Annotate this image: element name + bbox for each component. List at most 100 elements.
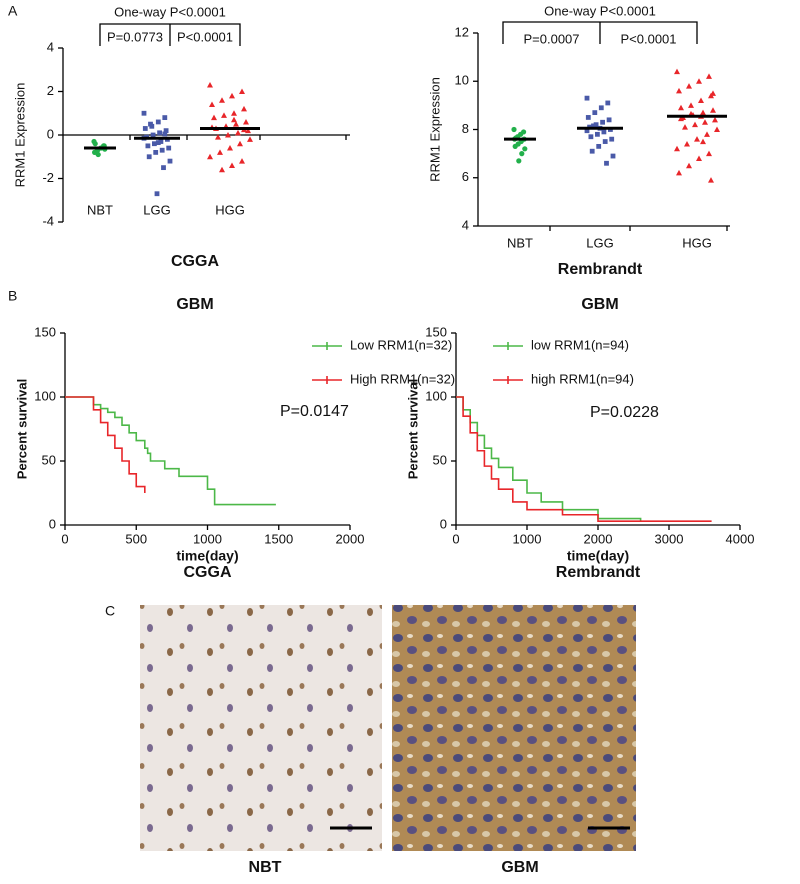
point	[162, 115, 168, 120]
point	[239, 88, 245, 94]
point	[604, 160, 609, 166]
point	[708, 177, 714, 183]
point	[519, 151, 525, 157]
point	[209, 101, 215, 108]
legend-swatch	[493, 342, 523, 350]
legend-swatch	[312, 376, 342, 384]
point	[700, 109, 706, 116]
point	[227, 145, 233, 151]
y-axis-label: Percent survival	[405, 379, 420, 479]
point	[684, 140, 690, 147]
category-label: HGG	[682, 235, 712, 250]
x-tick-label: 1500	[264, 531, 293, 546]
y-tick-label: 150	[425, 324, 447, 339]
x-tick-label: 4000	[726, 531, 755, 546]
annotation: P<0.0001	[620, 31, 676, 46]
legend-swatch	[493, 376, 523, 384]
x-tick-label: 3000	[655, 531, 684, 546]
annotation: One-way P<0.0001	[544, 3, 656, 18]
point	[161, 165, 166, 171]
annotation: P<0.0001	[177, 29, 233, 44]
point	[154, 191, 160, 197]
panel-label: A	[8, 3, 18, 19]
survival-curve	[65, 396, 276, 506]
point	[146, 154, 152, 160]
point	[239, 158, 245, 164]
annotation: P=0.0007	[523, 31, 579, 46]
point	[158, 139, 164, 144]
point	[95, 151, 101, 158]
y-tick-label: 100	[425, 388, 447, 403]
y-tick-label: 4	[462, 217, 469, 232]
y-axis-label: RRM1 Expression	[427, 77, 442, 182]
gbm-image	[392, 605, 636, 851]
point	[706, 73, 712, 79]
legend-label: low RRM1(n=94)	[531, 337, 629, 352]
point	[233, 121, 239, 127]
x-tick-label: 500	[125, 531, 147, 546]
point	[593, 122, 599, 128]
point	[696, 155, 702, 161]
x-tick-label: 1000	[193, 531, 222, 546]
image-label: NBT	[249, 859, 282, 876]
point	[231, 110, 237, 116]
point	[602, 139, 608, 144]
legend-label: high RRM1(n=94)	[531, 371, 634, 386]
point	[714, 126, 720, 132]
y-tick-label: -2	[42, 170, 54, 185]
point	[243, 118, 249, 125]
point	[225, 132, 231, 138]
point	[686, 162, 692, 169]
nbt-image	[140, 605, 382, 851]
point	[596, 143, 602, 149]
point	[591, 123, 596, 129]
y-tick-label: 0	[49, 516, 56, 531]
point	[584, 128, 590, 134]
point	[241, 105, 247, 112]
point	[211, 114, 217, 121]
bracket	[99, 23, 241, 46]
point	[600, 119, 605, 125]
point	[706, 150, 712, 157]
point	[163, 128, 169, 134]
point	[237, 140, 243, 147]
point	[674, 145, 680, 152]
y-tick-label: 50	[433, 452, 447, 467]
point	[710, 107, 716, 113]
y-tick-label: 0	[47, 126, 54, 141]
category-label: NBT	[87, 202, 113, 217]
y-tick-label: 50	[42, 452, 56, 467]
point	[511, 126, 517, 133]
point	[589, 148, 595, 154]
point	[700, 138, 706, 145]
point	[702, 119, 708, 125]
point	[710, 90, 716, 96]
legend-swatch	[312, 342, 342, 350]
point	[694, 136, 700, 142]
point	[588, 134, 594, 140]
x-tick-label: 1000	[513, 531, 542, 546]
point	[585, 115, 591, 120]
point	[159, 147, 165, 153]
point	[692, 121, 698, 128]
x-axis-label: time(day)	[176, 548, 238, 564]
point	[219, 97, 225, 103]
bracket	[502, 21, 698, 44]
x-tick-label: 2000	[336, 531, 365, 546]
point	[145, 143, 151, 149]
annotation: P=0.0228	[590, 404, 659, 421]
y-tick-label: 100	[34, 388, 56, 403]
legend-label: Low RRM1(n=32)	[350, 337, 452, 352]
y-tick-label: -4	[42, 213, 54, 228]
point	[221, 112, 227, 118]
point	[142, 126, 148, 131]
y-axis-label: Percent survival	[14, 379, 29, 479]
point	[686, 83, 692, 89]
x-tick-label: 0	[452, 531, 459, 546]
point	[152, 141, 157, 147]
y-tick-label: 10	[455, 73, 469, 88]
chart-subtitle: Rembrandt	[556, 564, 641, 581]
point	[153, 150, 159, 155]
point	[584, 95, 590, 101]
point	[712, 116, 718, 123]
